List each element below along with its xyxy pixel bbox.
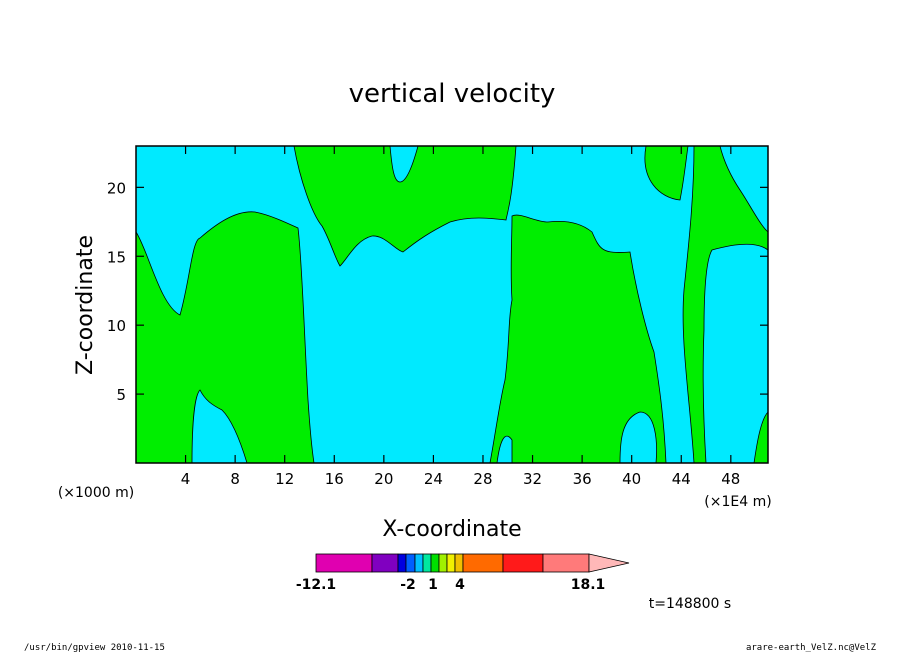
x-tick-label-1: 8 — [230, 470, 240, 488]
colorbar-segment-0 — [315, 553, 373, 573]
colorbar-segment-9 — [454, 553, 464, 573]
colorbar-label-1: -2 — [400, 577, 416, 593]
x-extra-label: (×1E4 m) — [704, 494, 771, 510]
colorbar-segment-11 — [502, 553, 544, 573]
colorbar-segment-6 — [430, 553, 440, 573]
colorbar-segment-10 — [462, 553, 504, 573]
x-tick-label-0: 4 — [181, 470, 191, 488]
x-tick-label-7: 32 — [523, 470, 542, 488]
contour-island — [619, 411, 657, 464]
x-tick-label-3: 16 — [325, 470, 344, 488]
contour-field — [135, 145, 769, 464]
time-label: t=148800 s — [649, 596, 731, 612]
x-tick-label-4: 20 — [374, 470, 393, 488]
colorbar-segment-8 — [446, 553, 456, 573]
x-axis: 4 8 12 16 20 24 28 32 36 40 44 48 — [181, 146, 740, 488]
contour-region-top — [293, 145, 517, 267]
footer-left: /usr/bin/gpview 2010-11-15 — [24, 643, 165, 653]
footer-right: arare-earth_VelZ.nc@VelZ — [746, 643, 877, 653]
colorbar-label-0: -12.1 — [296, 577, 336, 593]
x-axis-label: X-coordinate — [382, 517, 521, 542]
colorbar-segment-12 — [542, 553, 590, 573]
contour-region-left — [135, 211, 315, 464]
colorbar-segment-2 — [397, 553, 407, 573]
x-tick-label-5: 24 — [424, 470, 443, 488]
colorbar-labels: -12.1 -2 1 4 18.1 — [296, 577, 605, 593]
plot-frame — [135, 145, 769, 464]
x-tick-label-9: 40 — [622, 470, 641, 488]
contour-region-middle — [489, 214, 667, 464]
colorbar-extend-arrow — [588, 553, 630, 573]
x-tick-label-8: 36 — [573, 470, 592, 488]
y-tick-label-0: 5 — [116, 386, 126, 404]
colorbar-label-4: 18.1 — [571, 577, 606, 593]
colorbar-segment-1 — [371, 553, 399, 573]
chart-title: vertical velocity — [349, 79, 556, 109]
y-tick-label-1: 10 — [107, 317, 126, 335]
colorbar — [315, 553, 630, 573]
x-tick-label-10: 44 — [672, 470, 691, 488]
x-tick-label-2: 12 — [275, 470, 294, 488]
x-tick-label-6: 28 — [473, 470, 492, 488]
colorbar-label-2: 1 — [428, 577, 438, 593]
x-unit-label: (×1000 m) — [58, 485, 134, 501]
x-tick-label-11: 48 — [721, 470, 740, 488]
colorbar-segment-7 — [438, 553, 448, 573]
colorbar-segment-5 — [422, 553, 432, 573]
y-axis-label: Z-coordinate — [73, 235, 98, 375]
y-axis: 5 10 15 20 — [107, 179, 768, 404]
colorbar-segment-4 — [414, 553, 424, 573]
colorbar-segment-3 — [405, 553, 416, 573]
colorbar-label-3: 4 — [455, 577, 465, 593]
y-tick-label-2: 15 — [107, 248, 126, 266]
y-tick-label-3: 20 — [107, 179, 126, 197]
